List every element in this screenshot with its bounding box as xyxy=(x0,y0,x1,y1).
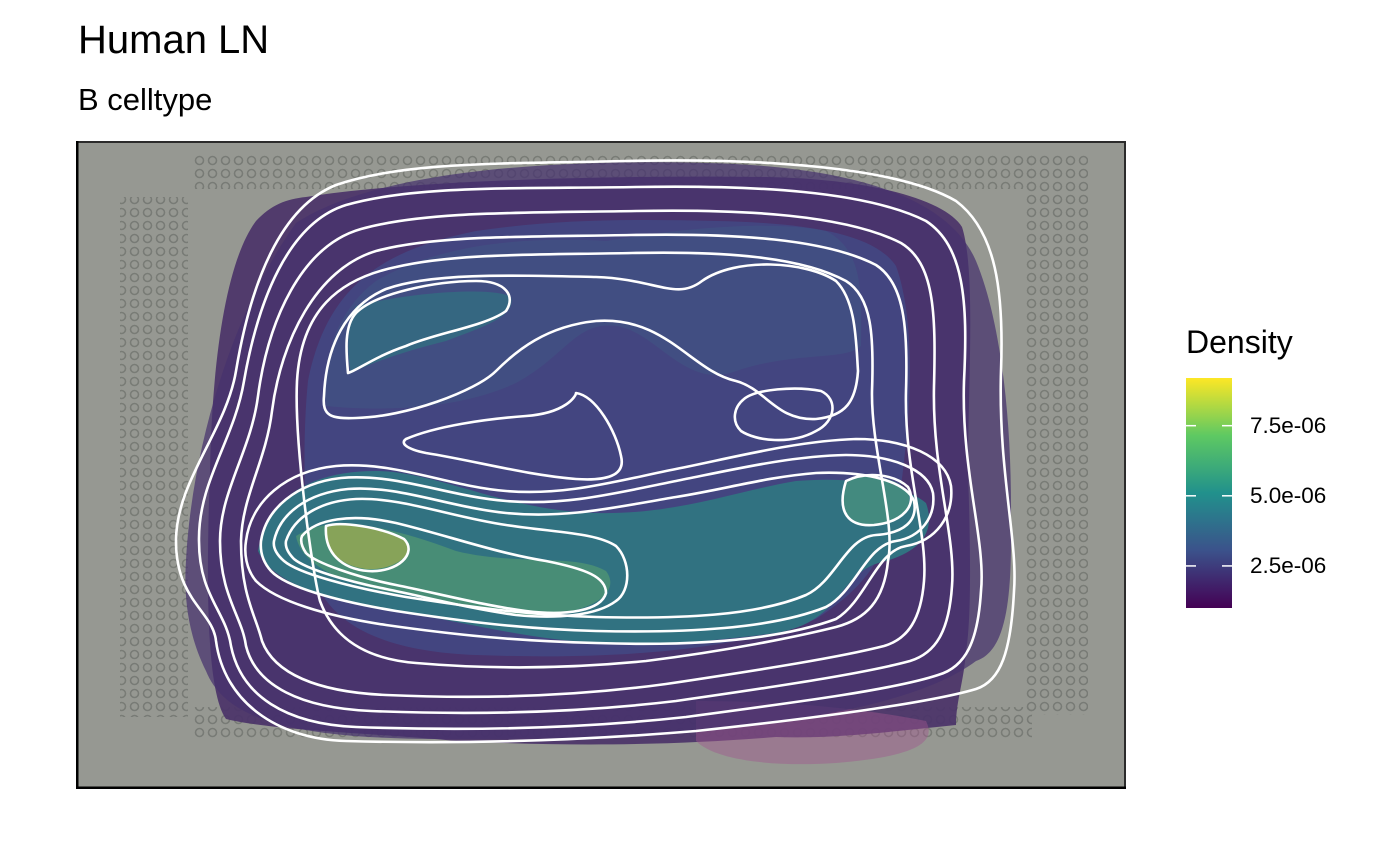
contour-line xyxy=(197,185,983,731)
legend-tick-label: 5.0e-06 xyxy=(1250,482,1327,508)
contour-line xyxy=(218,209,954,715)
colorbar xyxy=(1186,378,1232,608)
contour-line xyxy=(324,522,410,573)
contour-line xyxy=(259,453,935,633)
contour-line xyxy=(322,263,860,421)
contour-lines xyxy=(174,159,1016,744)
density-legend: Density 2.5e-06 5.0e-06 7.5e-06 xyxy=(1186,322,1386,622)
contour-line xyxy=(733,387,834,442)
contour-line xyxy=(345,279,511,375)
contour-line xyxy=(174,159,1016,744)
contour-line xyxy=(244,437,953,646)
contour-line xyxy=(299,516,608,615)
contour-line xyxy=(841,473,913,527)
density-fill xyxy=(185,162,1012,740)
contour-line xyxy=(402,391,624,481)
plot-panel xyxy=(76,141,1126,789)
contour-line xyxy=(295,251,891,669)
chart-subtitle: B celltype xyxy=(78,82,213,117)
chart-title: Human LN xyxy=(78,18,270,62)
legend-tick-label: 7.5e-06 xyxy=(1250,412,1327,438)
legend-title: Density xyxy=(1186,324,1293,360)
contour-line xyxy=(239,233,926,699)
colorbar-gradient xyxy=(1186,378,1232,608)
legend-tick-label: 2.5e-06 xyxy=(1250,552,1327,578)
contour-line xyxy=(272,471,916,619)
contour-line xyxy=(284,497,629,618)
